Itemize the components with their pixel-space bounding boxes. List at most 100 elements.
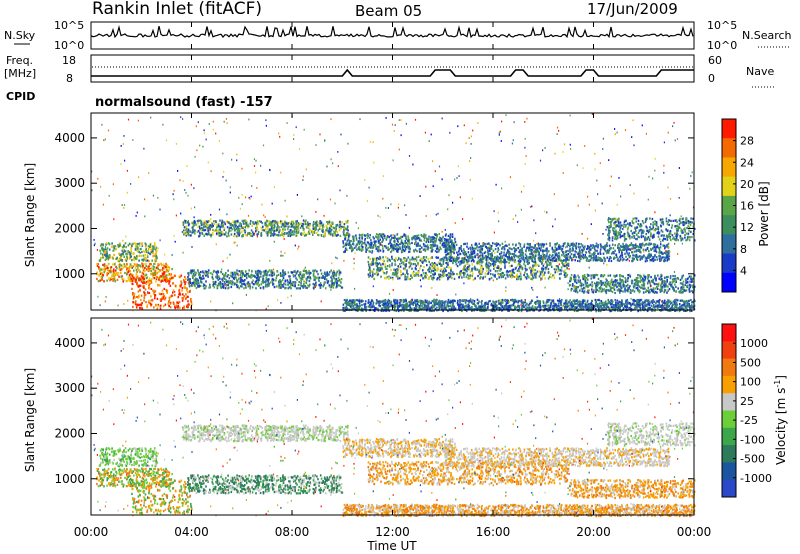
range-cell — [199, 231, 201, 235]
range-cell — [649, 243, 651, 246]
range-cell — [676, 224, 678, 227]
range-cell — [442, 269, 445, 272]
range-cell — [445, 245, 447, 248]
range-cell — [350, 247, 353, 250]
range-cell — [162, 274, 164, 277]
range-cell — [106, 248, 108, 251]
range-cell — [420, 257, 422, 260]
range-cell — [163, 275, 166, 278]
range-cell — [679, 234, 682, 238]
range-cell — [425, 276, 427, 279]
range-cell — [161, 277, 164, 280]
range-cell — [489, 247, 492, 250]
range-cell — [619, 247, 621, 250]
range-cell — [641, 242, 644, 245]
range-cell — [448, 248, 450, 251]
range-cell — [216, 285, 219, 288]
range-cell — [122, 253, 124, 256]
range-cell — [541, 250, 544, 253]
range-cell — [116, 267, 118, 270]
range-cell — [295, 234, 297, 237]
range-cell — [242, 220, 244, 223]
range-cell — [379, 256, 382, 259]
nsky-tick-top: 10^5 — [54, 19, 84, 32]
range-cell — [676, 235, 678, 238]
range-cell — [463, 273, 465, 277]
range-cell — [312, 269, 314, 272]
range-cell — [669, 229, 672, 233]
range-cell — [661, 256, 664, 259]
range-cell — [463, 267, 465, 270]
range-cell — [315, 281, 317, 284]
range-cell — [492, 242, 494, 245]
range-cell — [548, 250, 550, 253]
range-cell — [343, 230, 345, 233]
range-cell — [256, 278, 258, 281]
range-cell — [164, 296, 167, 299]
range-cell — [463, 259, 465, 262]
range-cell — [332, 234, 334, 237]
range-cell — [284, 220, 286, 223]
range-cell — [185, 225, 188, 228]
range-cell — [292, 220, 295, 223]
range-cell — [376, 262, 378, 265]
range-cell — [153, 262, 155, 266]
range-cell — [375, 247, 378, 250]
range-cell — [432, 245, 435, 248]
range-cell — [127, 267, 130, 270]
range-cell — [307, 284, 309, 287]
range-cell — [357, 241, 360, 244]
range-cell — [529, 267, 532, 270]
range-cell — [206, 227, 209, 230]
range-cell — [248, 283, 251, 286]
range-cell — [143, 250, 145, 253]
range-cell — [286, 279, 289, 282]
range-cell — [168, 280, 171, 283]
range-cell — [183, 229, 185, 232]
range-cell — [156, 249, 158, 252]
range-cell — [403, 245, 406, 248]
range-cell — [106, 251, 108, 254]
range-cell — [282, 229, 284, 232]
range-cell — [513, 271, 516, 275]
range-cell — [102, 263, 104, 266]
range-cell — [406, 275, 409, 278]
range-cell — [392, 236, 395, 239]
range-cell — [345, 220, 347, 223]
range-cell — [247, 272, 250, 275]
range-cell — [280, 225, 283, 228]
range-cell — [160, 299, 162, 302]
range-cell — [191, 226, 194, 229]
range-cell — [119, 263, 121, 266]
range-cell — [307, 223, 310, 226]
range-cell — [293, 222, 295, 225]
range-cell — [203, 229, 206, 232]
range-cell — [224, 283, 226, 286]
range-cell — [417, 264, 419, 267]
range-cell — [322, 275, 324, 278]
range-cell — [233, 232, 236, 235]
range-cell — [413, 249, 415, 252]
range-cell — [345, 248, 348, 251]
range-cell — [436, 246, 439, 250]
range-cell — [538, 259, 541, 262]
range-cell — [140, 278, 142, 281]
range-cell — [132, 297, 135, 300]
range-cell — [522, 252, 524, 255]
range-cell — [147, 245, 150, 248]
range-cell — [445, 242, 447, 245]
range-cell — [652, 247, 654, 250]
range-cell — [223, 228, 226, 231]
range-cell — [415, 274, 417, 277]
range-cell — [540, 257, 542, 260]
range-cell — [375, 259, 378, 262]
range-cell — [106, 279, 108, 282]
range-cell — [268, 228, 271, 231]
range-cell — [580, 257, 582, 261]
range-cell — [442, 235, 444, 238]
range-cell — [525, 255, 528, 258]
range-cell — [599, 248, 602, 251]
range-cell — [269, 281, 272, 284]
range-cell — [385, 246, 388, 250]
range-cell — [559, 259, 562, 262]
